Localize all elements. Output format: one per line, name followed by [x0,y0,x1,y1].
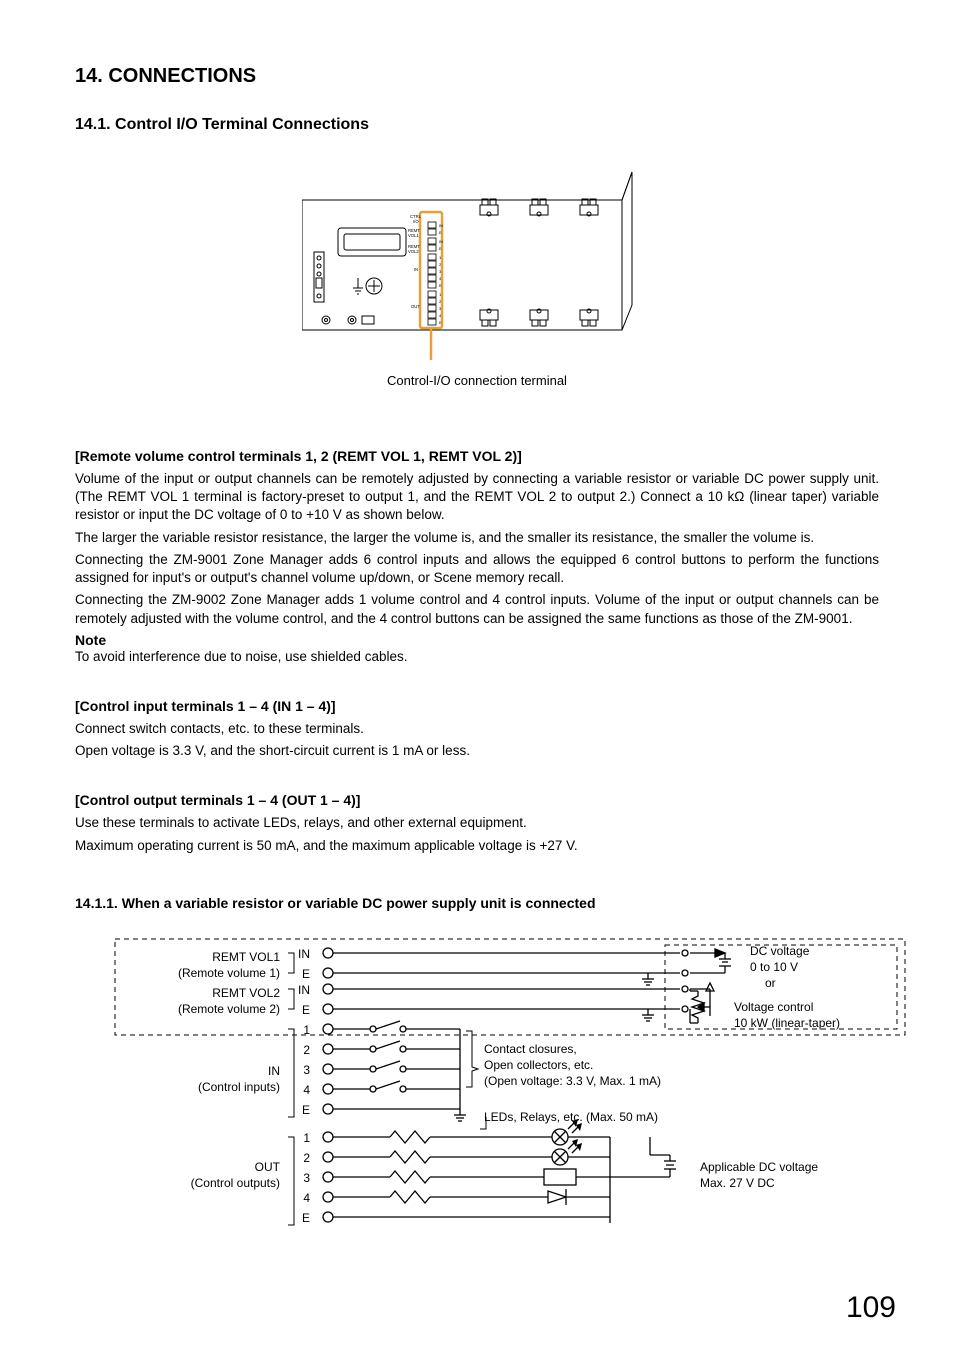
svg-text:Voltage control: Voltage control [734,1000,813,1014]
svg-text:3: 3 [303,1063,310,1077]
diagram-2: REMT VOL1 (Remote volume 1) REMT VOL2 (R… [110,931,879,1236]
remt-p3: Connecting the ZM-9001 Zone Manager adds… [75,551,879,587]
svg-text:Open collectors, etc.: Open collectors, etc. [484,1058,593,1072]
remt-p1: Volume of the input or output channels c… [75,470,879,525]
svg-text:IN: IN [439,239,443,244]
svg-text:E: E [439,246,442,251]
svg-text:IN: IN [298,947,310,961]
svg-text:3: 3 [303,1171,310,1185]
out-heading: [Control output terminals 1 – 4 (OUT 1 –… [75,792,879,808]
svg-text:4: 4 [303,1191,310,1205]
svg-text:2: 2 [303,1151,310,1165]
out-p1: Use these terminals to activate LEDs, re… [75,814,879,832]
svg-text:(Remote volume 2): (Remote volume 2) [178,1002,280,1016]
svg-text:(Remote volume 1): (Remote volume 1) [178,966,280,980]
svg-text:0 to 10 V: 0 to 10 V [750,960,798,974]
svg-text:I/O: I/O [413,219,419,224]
svg-text:(Control inputs): (Control inputs) [198,1080,280,1094]
svg-text:E: E [302,967,310,981]
svg-text:2: 2 [303,1043,310,1057]
svg-text:10 kW (linear-taper): 10 kW (linear-taper) [734,1016,840,1030]
svg-text:VOL2: VOL2 [408,249,419,254]
page-title: 14. CONNECTIONS [75,65,879,88]
svg-text:E: E [302,1103,310,1117]
svg-text:(Control outputs): (Control outputs) [191,1176,280,1190]
svg-text:IN: IN [414,267,418,272]
svg-text:4: 4 [303,1083,310,1097]
in-p1: Connect switch contacts, etc. to these t… [75,720,879,738]
svg-text:or: or [765,976,776,990]
svg-text:E: E [302,1003,310,1017]
sub-1411-heading: 14.1.1. When a variable resistor or vari… [75,895,879,911]
remt-p2: The larger the variable resistor resista… [75,529,879,547]
remt-p4: Connecting the ZM-9002 Zone Manager adds… [75,591,879,627]
svg-text:OUT: OUT [411,304,420,309]
in-heading: [Control input terminals 1 – 4 (IN 1 – 4… [75,698,879,714]
svg-text:VOL1: VOL1 [408,233,419,238]
svg-text:OUT: OUT [255,1160,281,1174]
svg-text:(Open voltage: 3.3 V, Max. 1 m: (Open voltage: 3.3 V, Max. 1 mA) [484,1074,661,1088]
note-label: Note [75,632,879,648]
svg-text:E: E [439,230,442,235]
remt-heading: [Remote volume control terminals 1, 2 (R… [75,448,879,464]
svg-text:IN: IN [268,1064,280,1078]
svg-text:DC voltage: DC voltage [750,944,810,958]
in-p2: Open voltage is 3.3 V, and the short-cir… [75,742,879,760]
note-text: To avoid interference due to noise, use … [75,648,879,666]
svg-text:E: E [439,283,442,288]
svg-text:E: E [302,1211,310,1225]
diagram-1-container: CTRLI/O REMTVOL1 REMTVOL2 IN OUT INE INE… [75,160,879,388]
svg-text:IN: IN [439,223,443,228]
diagram-1: CTRLI/O REMTVOL1 REMTVOL2 IN OUT INE INE… [302,160,652,360]
out-p2: Maximum operating current is 50 mA, and … [75,837,879,855]
svg-text:E: E [439,320,442,325]
page-number: 109 [846,1291,896,1325]
svg-text:Applicable DC voltage: Applicable DC voltage [700,1160,818,1174]
svg-text:REMT VOL2: REMT VOL2 [212,986,280,1000]
svg-text:1: 1 [303,1131,310,1145]
svg-text:1: 1 [303,1023,310,1037]
diagram-1-caption: Control-I/O connection terminal [75,373,879,388]
svg-text:Max. 27 V DC: Max. 27 V DC [700,1176,775,1190]
svg-text:Contact closures,: Contact closures, [484,1042,577,1056]
svg-text:IN: IN [298,983,310,997]
d2-remt1-title: REMT VOL1 [212,950,280,964]
svg-text:LEDs, Relays, etc. (Max. 50 mA: LEDs, Relays, etc. (Max. 50 mA) [484,1110,658,1124]
section-heading: 14.1. Control I/O Terminal Connections [75,116,879,134]
